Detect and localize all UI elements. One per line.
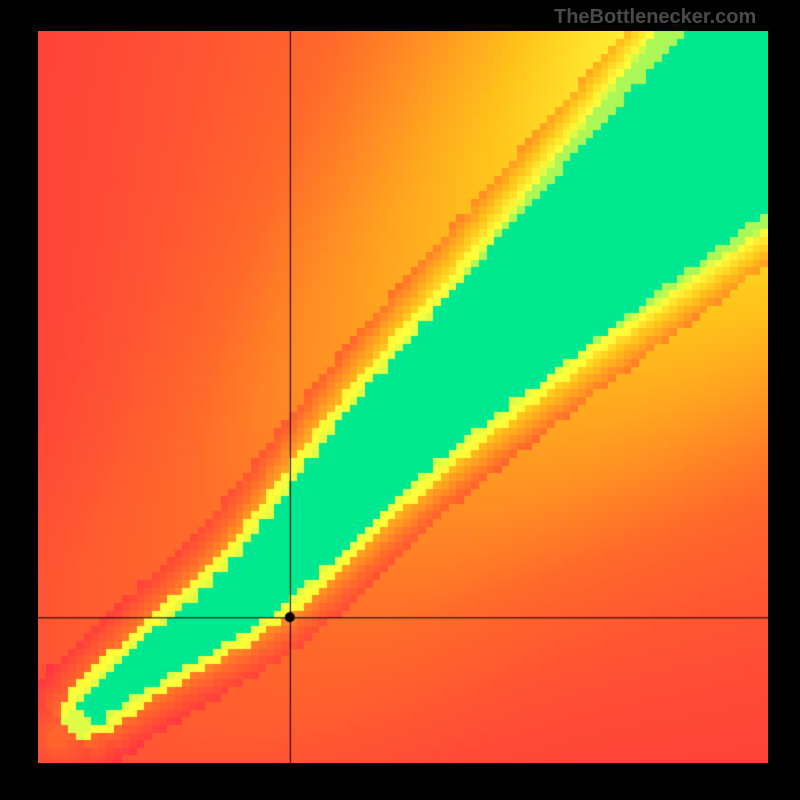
chart-frame: TheBottlenecker.com (0, 0, 800, 800)
bottleneck-heatmap (38, 31, 768, 763)
watermark-text: TheBottlenecker.com (554, 6, 756, 29)
